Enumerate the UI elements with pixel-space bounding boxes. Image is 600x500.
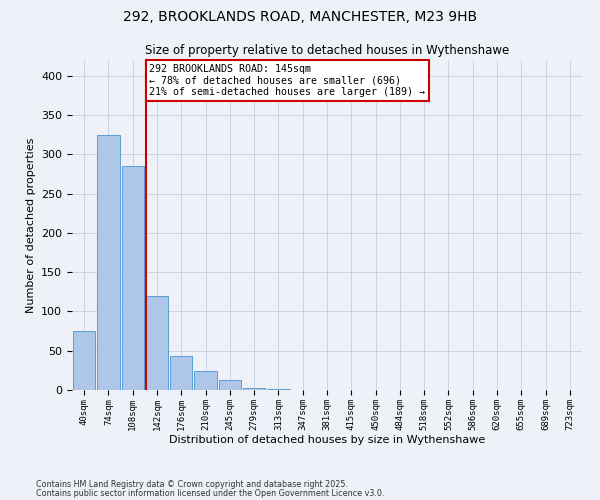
Text: Contains public sector information licensed under the Open Government Licence v3: Contains public sector information licen… xyxy=(36,488,385,498)
Bar xyxy=(170,356,193,390)
Bar xyxy=(243,388,265,390)
Text: 292 BROOKLANDS ROAD: 145sqm
← 78% of detached houses are smaller (696)
21% of se: 292 BROOKLANDS ROAD: 145sqm ← 78% of det… xyxy=(149,64,425,97)
Title: Size of property relative to detached houses in Wythenshawe: Size of property relative to detached ho… xyxy=(145,44,509,58)
Bar xyxy=(73,331,95,390)
Bar xyxy=(218,380,241,390)
Bar xyxy=(97,134,119,390)
Y-axis label: Number of detached properties: Number of detached properties xyxy=(26,138,35,312)
Text: Contains HM Land Registry data © Crown copyright and database right 2025.: Contains HM Land Registry data © Crown c… xyxy=(36,480,348,489)
X-axis label: Distribution of detached houses by size in Wythenshawe: Distribution of detached houses by size … xyxy=(169,436,485,446)
Bar xyxy=(146,296,168,390)
Bar xyxy=(267,389,290,390)
Text: 292, BROOKLANDS ROAD, MANCHESTER, M23 9HB: 292, BROOKLANDS ROAD, MANCHESTER, M23 9H… xyxy=(123,10,477,24)
Bar xyxy=(194,371,217,390)
Bar xyxy=(122,166,144,390)
